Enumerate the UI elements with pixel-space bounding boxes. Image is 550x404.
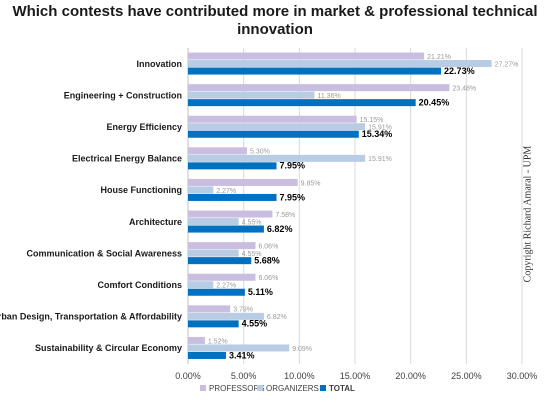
bar-total	[188, 130, 359, 138]
data-label-professors: 23.48%	[452, 85, 476, 92]
legend-label-organizers: ORGANIZERS	[266, 384, 319, 393]
bar-organizers	[188, 60, 492, 68]
data-label-organizers: 15.91%	[368, 156, 392, 163]
data-label-professors: 5.30%	[250, 149, 270, 156]
legend-swatch-professors	[200, 385, 206, 391]
data-label-total: 3.41%	[229, 350, 255, 360]
data-label-total: 5.68%	[254, 255, 280, 265]
data-label-total: 7.95%	[280, 192, 306, 202]
category-label: Urban Design, Transportation & Affordabi…	[0, 312, 182, 322]
data-label-professors: 3.79%	[233, 307, 253, 314]
bar-organizers	[188, 344, 290, 352]
chart-title-line-2: innovation	[237, 21, 313, 38]
category-label: Sustainability & Circular Economy	[35, 343, 182, 353]
copyright-note: Copyright Richard Amaral - UPM	[522, 145, 534, 283]
data-label-professors: 6.06%	[258, 275, 278, 282]
category-label: Communication & Social Awareness	[26, 248, 182, 258]
x-tick-label: 25.00%	[451, 371, 482, 381]
x-tick-label: 5.00%	[231, 371, 257, 381]
data-label-organizers: 4.55%	[242, 219, 262, 226]
category-label: Energy Efficiency	[106, 122, 182, 132]
category-label: Comfort Conditions	[98, 280, 183, 290]
bar-total	[188, 225, 264, 233]
bar-professors	[188, 242, 256, 250]
bar-organizers	[188, 154, 366, 162]
data-label-organizers: 2.27%	[216, 188, 236, 195]
data-label-professors: 1.52%	[208, 338, 228, 345]
data-label-professors: 6.06%	[258, 243, 278, 250]
bar-total	[188, 351, 226, 359]
bar-total	[188, 257, 252, 265]
bar-total	[188, 67, 442, 75]
data-label-total: 20.45%	[419, 97, 450, 107]
data-label-organizers: 15.91%	[368, 125, 392, 132]
bar-professors	[188, 273, 256, 281]
bar-organizers	[188, 312, 264, 320]
bar-organizers	[188, 91, 315, 99]
bar-professors	[188, 84, 450, 92]
x-tick-label: 20.00%	[395, 371, 426, 381]
data-label-total: 4.55%	[242, 319, 268, 329]
bar-total	[188, 193, 277, 201]
legend-label-total: TOTAL	[329, 384, 355, 393]
x-tick-label: 15.00%	[340, 371, 371, 381]
legend-swatch-total	[320, 385, 326, 391]
category-label: Innovation	[137, 59, 183, 69]
bar-professors	[188, 52, 425, 60]
data-label-total: 5.11%	[248, 287, 273, 297]
legend-swatch-organizers	[257, 385, 263, 391]
bar-organizers	[188, 123, 366, 131]
bar-professors	[188, 147, 248, 155]
data-label-professors: 9.85%	[301, 180, 321, 187]
bar-professors	[188, 178, 298, 186]
data-label-organizers: 27.27%	[495, 61, 519, 68]
data-label-total: 22.73%	[444, 66, 475, 76]
data-label-professors: 15.15%	[360, 117, 384, 124]
category-label: Engineering + Construction	[64, 90, 182, 100]
data-label-organizers: 4.55%	[242, 251, 262, 258]
bar-total	[188, 320, 239, 328]
data-label-organizers: 2.27%	[216, 283, 236, 290]
data-label-total: 6.82%	[267, 224, 293, 234]
data-label-organizers: 11.36%	[317, 93, 340, 100]
chart-title-line-1: Which contests have contributed more in …	[12, 3, 538, 20]
bar-professors	[188, 210, 273, 218]
data-label-total: 15.34%	[362, 129, 393, 139]
bar-organizers	[188, 218, 239, 226]
data-label-organizers: 9.09%	[292, 346, 312, 353]
bar-total	[188, 99, 416, 107]
bar-total	[188, 162, 277, 170]
bar-professors	[188, 305, 231, 313]
data-label-professors: 7.58%	[275, 212, 295, 219]
category-label: Electrical Energy Balance	[72, 154, 182, 164]
bar-organizers	[188, 281, 214, 289]
bar-professors	[188, 336, 205, 344]
x-tick-label: 30.00%	[507, 371, 538, 381]
x-tick-label: 10.00%	[284, 371, 315, 381]
data-label-total: 7.95%	[280, 161, 306, 171]
category-label: House Functioning	[101, 185, 183, 195]
x-tick-label: 0.00%	[175, 371, 201, 381]
category-label: Architecture	[129, 217, 182, 227]
bar-total	[188, 288, 245, 296]
bar-organizers	[188, 186, 214, 194]
legend-label-professors: PROFESSORS	[209, 384, 265, 393]
data-label-professors: 21.21%	[427, 54, 451, 61]
bar-organizers	[188, 249, 239, 257]
bar-professors	[188, 115, 357, 123]
data-label-organizers: 6.82%	[267, 314, 287, 321]
